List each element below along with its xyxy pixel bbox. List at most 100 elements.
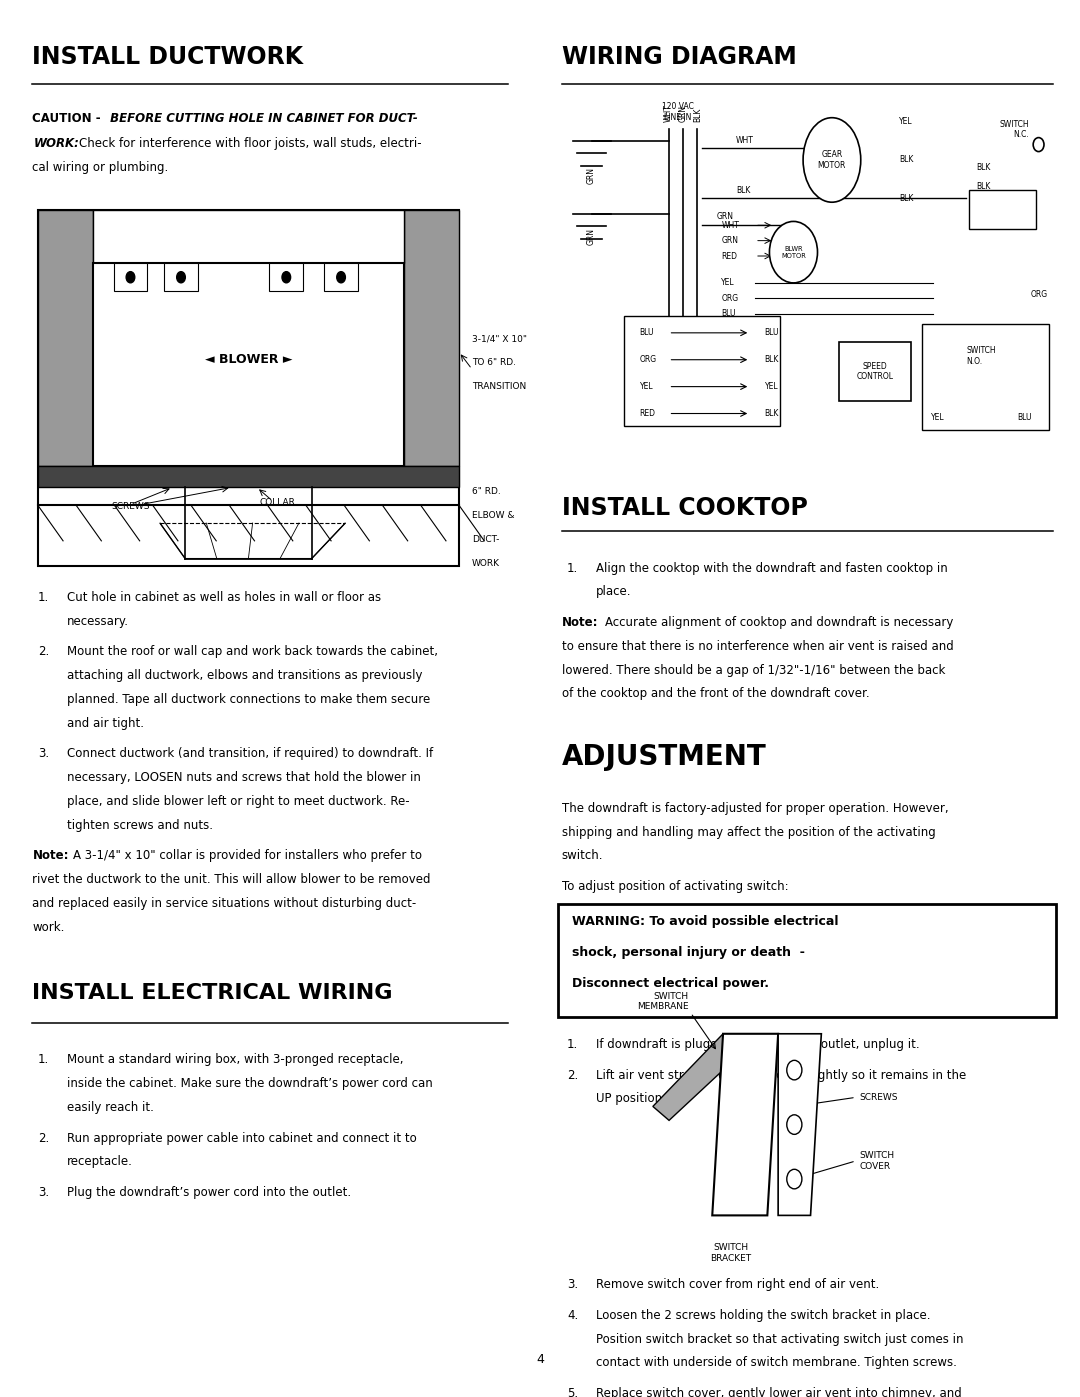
Text: Align the cooktop with the downdraft and fasten cooktop in: Align the cooktop with the downdraft and… (596, 562, 948, 574)
Text: switch.: switch. (562, 849, 603, 862)
Text: SWITCH
N.C.: SWITCH N.C. (999, 120, 1029, 138)
Text: BLU: BLU (639, 328, 654, 337)
Text: 1.: 1. (38, 1053, 49, 1066)
Text: tighten screws and nuts.: tighten screws and nuts. (67, 819, 213, 831)
Circle shape (177, 271, 186, 282)
Text: BLU: BLU (765, 328, 779, 337)
FancyBboxPatch shape (839, 341, 912, 401)
Text: of the cooktop and the front of the downdraft cover.: of the cooktop and the front of the down… (562, 687, 869, 700)
Text: ORG: ORG (721, 293, 739, 303)
FancyBboxPatch shape (624, 316, 780, 426)
Text: shipping and handling may affect the position of the activating: shipping and handling may affect the pos… (562, 826, 935, 838)
Text: WORK: WORK (472, 559, 500, 567)
Text: WARNING: To avoid possible electrical: WARNING: To avoid possible electrical (572, 915, 839, 928)
FancyBboxPatch shape (922, 324, 1050, 430)
Text: Disconnect electrical power.: Disconnect electrical power. (572, 977, 769, 989)
Text: rivet the ductwork to the unit. This will allow blower to be removed: rivet the ductwork to the unit. This wil… (32, 873, 431, 886)
Text: Plug the downdraft’s power cord into the outlet.: Plug the downdraft’s power cord into the… (67, 1186, 351, 1199)
Text: RED: RED (639, 409, 656, 418)
Polygon shape (778, 1034, 822, 1215)
Text: BLK: BLK (693, 108, 702, 123)
Text: BEFORE CUTTING HOLE IN CABINET FOR DUCT-: BEFORE CUTTING HOLE IN CABINET FOR DUCT- (106, 112, 418, 124)
Circle shape (787, 1115, 801, 1134)
Text: BLU: BLU (1017, 414, 1031, 422)
Text: Loosen the 2 screws holding the switch bracket in place.: Loosen the 2 screws holding the switch b… (596, 1309, 931, 1322)
Text: 3.: 3. (567, 1278, 578, 1291)
Text: SWITCH
BRACKET: SWITCH BRACKET (710, 1243, 752, 1263)
Text: BLWR
MOTOR: BLWR MOTOR (781, 246, 806, 258)
Text: BLK: BLK (976, 183, 990, 191)
Text: GRN: GRN (717, 212, 733, 221)
Text: To adjust position of activating switch:: To adjust position of activating switch: (562, 880, 788, 893)
Text: 6" RD.: 6" RD. (472, 488, 501, 496)
Polygon shape (324, 263, 357, 292)
FancyBboxPatch shape (558, 904, 1056, 1017)
Circle shape (126, 271, 135, 282)
Text: GRN: GRN (588, 166, 596, 184)
Text: DUCT-: DUCT- (472, 535, 499, 543)
Circle shape (337, 271, 346, 282)
Text: ORG: ORG (639, 355, 657, 365)
Text: 2.: 2. (567, 1069, 578, 1081)
Text: attaching all ductwork, elbows and transitions as previously: attaching all ductwork, elbows and trans… (67, 669, 422, 682)
Text: ORG: ORG (1031, 291, 1049, 299)
Text: Mount a standard wiring box, with 3-pronged receptacle,: Mount a standard wiring box, with 3-pron… (67, 1053, 404, 1066)
Text: contact with underside of switch membrane. Tighten screws.: contact with underside of switch membran… (596, 1356, 957, 1369)
Text: Lift air vent straight up and cock it slightly so it remains in the: Lift air vent straight up and cock it sl… (596, 1069, 967, 1081)
Text: ◄ BLOWER ►: ◄ BLOWER ► (204, 352, 293, 366)
Text: 2.: 2. (38, 1132, 49, 1144)
Text: CAUTION -: CAUTION - (32, 112, 102, 124)
Text: 3.: 3. (38, 747, 49, 760)
Text: YEL: YEL (721, 278, 735, 288)
Polygon shape (652, 1034, 724, 1120)
Text: Check for interference with floor joists, wall studs, electri-: Check for interference with floor joists… (79, 137, 421, 149)
Text: The downdraft is factory-adjusted for proper operation. However,: The downdraft is factory-adjusted for pr… (562, 802, 948, 814)
Polygon shape (38, 210, 93, 467)
Text: 4: 4 (536, 1354, 544, 1366)
Text: place.: place. (596, 585, 632, 598)
Text: TRANSITION: TRANSITION (472, 381, 526, 391)
Text: work.: work. (32, 921, 65, 933)
Text: TO 6" RD.: TO 6" RD. (472, 358, 516, 367)
Text: BLK: BLK (765, 409, 779, 418)
Text: 120 VAC
LINE IN: 120 VAC LINE IN (662, 102, 694, 122)
Text: Run appropriate power cable into cabinet and connect it to: Run appropriate power cable into cabinet… (67, 1132, 417, 1144)
Polygon shape (93, 210, 404, 263)
FancyBboxPatch shape (969, 190, 1036, 229)
Polygon shape (713, 1034, 778, 1215)
Text: GRN: GRN (678, 105, 688, 123)
Text: COLLAR: COLLAR (260, 499, 296, 507)
Text: GRN: GRN (588, 228, 596, 246)
Text: UP position.: UP position. (596, 1092, 666, 1105)
Polygon shape (404, 210, 459, 467)
Text: WORK:: WORK: (33, 137, 79, 149)
Text: to ensure that there is no interference when air vent is raised and: to ensure that there is no interference … (562, 640, 954, 652)
Text: receptacle.: receptacle. (67, 1155, 133, 1168)
Text: SWITCH
N.O.: SWITCH N.O. (985, 204, 1014, 224)
Text: place, and slide blower left or right to meet ductwork. Re-: place, and slide blower left or right to… (67, 795, 409, 807)
Text: 3.: 3. (38, 1186, 49, 1199)
Text: BLK: BLK (976, 163, 990, 172)
Text: planned. Tape all ductwork connections to make them secure: planned. Tape all ductwork connections t… (67, 693, 430, 705)
Polygon shape (270, 263, 303, 292)
Text: INSTALL DUCTWORK: INSTALL DUCTWORK (32, 45, 303, 68)
Text: If downdraft is plugged into electrical outlet, unplug it.: If downdraft is plugged into electrical … (596, 1038, 920, 1051)
Text: YEL: YEL (931, 414, 945, 422)
Text: BLK: BLK (735, 186, 751, 194)
Text: YEL: YEL (765, 383, 779, 391)
Text: and replaced easily in service situations without disturbing duct-: and replaced easily in service situation… (32, 897, 417, 909)
Text: Position switch bracket so that activating switch just comes in: Position switch bracket so that activati… (596, 1333, 963, 1345)
Text: necessary.: necessary. (67, 615, 129, 627)
Text: SWITCH
COVER: SWITCH COVER (860, 1151, 894, 1171)
Polygon shape (38, 467, 459, 488)
Text: Note:: Note: (32, 849, 69, 862)
Text: SCREWS: SCREWS (111, 502, 150, 511)
Text: BLK: BLK (900, 194, 914, 203)
Text: necessary, LOOSEN nuts and screws that hold the blower in: necessary, LOOSEN nuts and screws that h… (67, 771, 421, 784)
Text: BLU: BLU (721, 309, 735, 319)
Circle shape (787, 1169, 801, 1189)
Text: Note:: Note: (562, 616, 598, 629)
Text: INSTALL ELECTRICAL WIRING: INSTALL ELECTRICAL WIRING (32, 983, 393, 1003)
Text: 4.: 4. (567, 1309, 578, 1322)
Text: Connect ductwork (and transition, if required) to downdraft. If: Connect ductwork (and transition, if req… (67, 747, 433, 760)
